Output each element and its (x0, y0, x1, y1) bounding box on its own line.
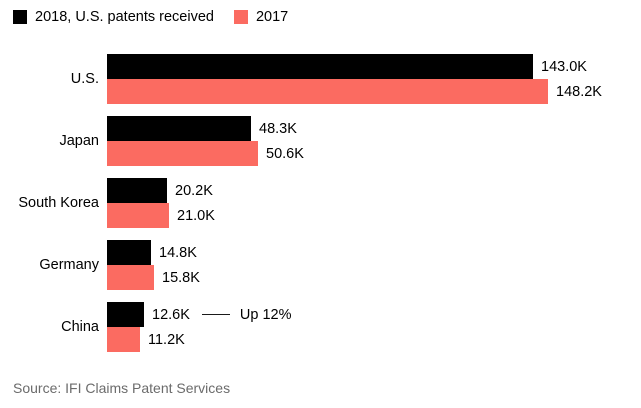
bar-pair: 12.6K Up 12% 11.2K (107, 302, 641, 352)
bar-line-2018: 143.0K (107, 54, 641, 79)
bar-line-2018: 12.6K Up 12% (107, 302, 641, 327)
bar-2017 (107, 141, 258, 166)
legend: 2018, U.S. patents received 2017 (13, 9, 641, 25)
bar-2017 (107, 327, 140, 352)
value-label: 50.6K (266, 145, 304, 162)
bar-rows: U.S. 143.0K 148.2K Japan 48.3K 50.6K South Kor… (13, 54, 641, 352)
category-label: China (61, 319, 99, 335)
category-label: Germany (39, 257, 99, 273)
source-note: Source: IFI Claims Patent Services (13, 380, 231, 396)
bar-line-2018: 48.3K (107, 116, 641, 141)
annotation-text: Up 12% (239, 306, 292, 323)
value-label: 14.8K (159, 244, 197, 261)
legend-swatch-2018 (13, 10, 27, 24)
category-row-u-s-: U.S. 143.0K 148.2K (13, 54, 641, 104)
legend-swatch-2017 (233, 10, 248, 24)
category-row-south-korea: South Korea 20.2K 21.0K (13, 178, 641, 228)
value-label: 12.6K (152, 306, 190, 323)
category-label: Japan (59, 133, 99, 149)
value-label: 48.3K (259, 120, 297, 137)
annotation-callout-line (201, 313, 230, 316)
bar-2018 (107, 54, 533, 79)
bar-pair: 14.8K 15.8K (107, 240, 641, 290)
category-label: U.S. (70, 71, 99, 87)
bar-line-2017: 50.6K (107, 141, 641, 166)
bar-2018 (107, 240, 151, 265)
value-label: 11.2K (148, 331, 185, 348)
value-label: 21.0K (177, 207, 215, 224)
bar-pair: 143.0K 148.2K (107, 54, 641, 104)
bar-pair: 48.3K 50.6K (107, 116, 641, 166)
bar-2017 (107, 79, 548, 104)
bar-2017 (107, 203, 169, 228)
bar-2017 (107, 265, 154, 290)
value-label: 143.0K (541, 58, 587, 75)
bar-line-2017: 148.2K (107, 79, 641, 104)
value-label: 20.2K (175, 182, 213, 199)
bar-2018 (107, 302, 144, 327)
bar-line-2017: 15.8K (107, 265, 641, 290)
bar-line-2018: 20.2K (107, 178, 641, 203)
category-row-japan: Japan 48.3K 50.6K (13, 116, 641, 166)
bar-line-2017: 21.0K (107, 203, 641, 228)
legend-label-2018: 2018, U.S. patents received (35, 9, 214, 25)
value-label: 15.8K (162, 269, 200, 286)
bar-line-2017: 11.2K (107, 327, 641, 352)
legend-label-2017: 2017 (255, 9, 289, 25)
category-row-china: China 12.6K Up 12% 11.2K (13, 302, 641, 352)
bar-2018 (107, 178, 167, 203)
bar-line-2018: 14.8K (107, 240, 641, 265)
value-label: 148.2K (556, 83, 602, 100)
category-label: South Korea (18, 195, 99, 211)
bar-pair: 20.2K 21.0K (107, 178, 641, 228)
category-row-germany: Germany 14.8K 15.8K (13, 240, 641, 290)
bar-2018 (107, 116, 251, 141)
